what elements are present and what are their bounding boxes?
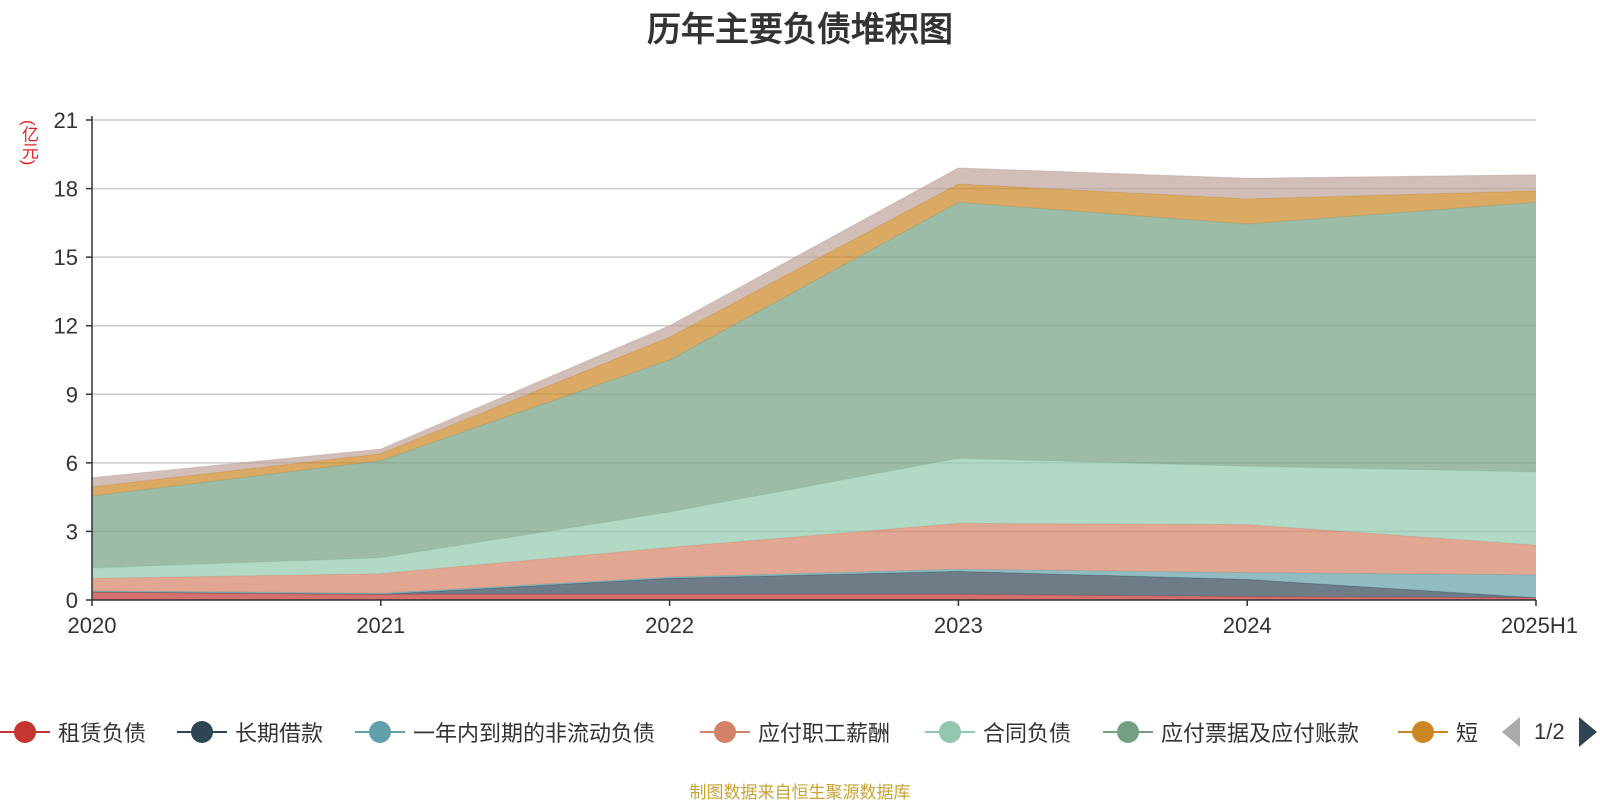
y-tick-label: 15 <box>54 245 78 270</box>
x-tick-label: 2024 <box>1223 613 1272 638</box>
legend-marker-icon <box>1398 717 1448 747</box>
area-series-edge-7 <box>91 167 1537 479</box>
area-series-5 <box>92 202 1536 569</box>
y-tick-label: 21 <box>54 108 78 133</box>
next-page-icon[interactable] <box>1578 717 1597 747</box>
x-tick-label: 2020 <box>68 613 117 638</box>
area-series-0 <box>92 592 1536 600</box>
legend-item[interactable]: 一年内到期的非流动负债 <box>355 712 655 752</box>
x-tick-label: 2025H1 <box>1501 613 1578 638</box>
legend-marker-icon <box>925 717 975 747</box>
area-series-4 <box>92 458 1536 579</box>
legend-page-indicator: 1/2 <box>1534 719 1565 744</box>
y-tick-label: 3 <box>66 519 78 544</box>
legend-item[interactable]: 长期借款 <box>177 712 323 752</box>
legend-marker-icon <box>700 717 750 747</box>
legend-item[interactable]: 租赁负债 <box>0 712 146 752</box>
y-axis-unit-label: (亿元) <box>19 120 38 166</box>
axes: 0 3 6 9 12 15 18 21 2020 2021 2022 2023 2024 2025H1 <box>54 108 1578 638</box>
legend-item[interactable]: 应付票据及应付账款 <box>1103 712 1359 752</box>
legend-label: 一年内到期的非流动负债 <box>413 721 656 746</box>
chart-title: 历年主要负债堆积图 <box>647 11 953 49</box>
legend-label: 租赁负债 <box>58 721 147 746</box>
x-tick-label: 2022 <box>645 613 694 638</box>
y-tick-label: 6 <box>66 451 78 476</box>
legend-item[interactable]: 合同负债 <box>925 712 1071 752</box>
legend-pager: 1/2 <box>1502 712 1597 752</box>
x-tick-label: 2023 <box>934 613 983 638</box>
legend-label: 短 <box>1456 721 1479 746</box>
area-series <box>91 167 1537 600</box>
legend: 租赁负债 长期借款 一年内到期的非流动负债 应付职工薪酬 合同负债 应付票据及应付账款 短 <box>0 712 1600 752</box>
data-source-note: 制图数据来自恒生聚源数据库 <box>689 783 911 802</box>
y-tick-label: 12 <box>54 314 78 339</box>
legend-marker-icon <box>1103 717 1153 747</box>
previous-page-icon[interactable] <box>1502 717 1520 747</box>
y-tick-label: 9 <box>66 382 78 407</box>
legend-label: 合同负债 <box>983 721 1072 746</box>
legend-marker-icon <box>355 717 405 747</box>
y-tick-label: 18 <box>54 177 78 202</box>
area-series-3 <box>92 523 1536 594</box>
legend-label: 长期借款 <box>235 721 324 746</box>
legend-label: 应付职工薪酬 <box>758 721 891 746</box>
legend-item[interactable]: 短 <box>1398 712 1478 752</box>
area-series-1 <box>92 571 1536 598</box>
stacked-area-chart: 0 3 6 9 12 15 18 21 2020 2021 2022 2023 2024 2025H1 <box>54 108 1578 638</box>
area-series-2 <box>92 569 1536 598</box>
legend-label: 应付票据及应付账款 <box>1161 721 1360 746</box>
x-tick-label: 2021 <box>356 613 405 638</box>
y-tick-label: 0 <box>66 588 78 613</box>
legend-item[interactable]: 应付职工薪酬 <box>700 712 890 752</box>
legend-marker-icon <box>0 717 50 747</box>
legend-marker-icon <box>177 717 227 747</box>
